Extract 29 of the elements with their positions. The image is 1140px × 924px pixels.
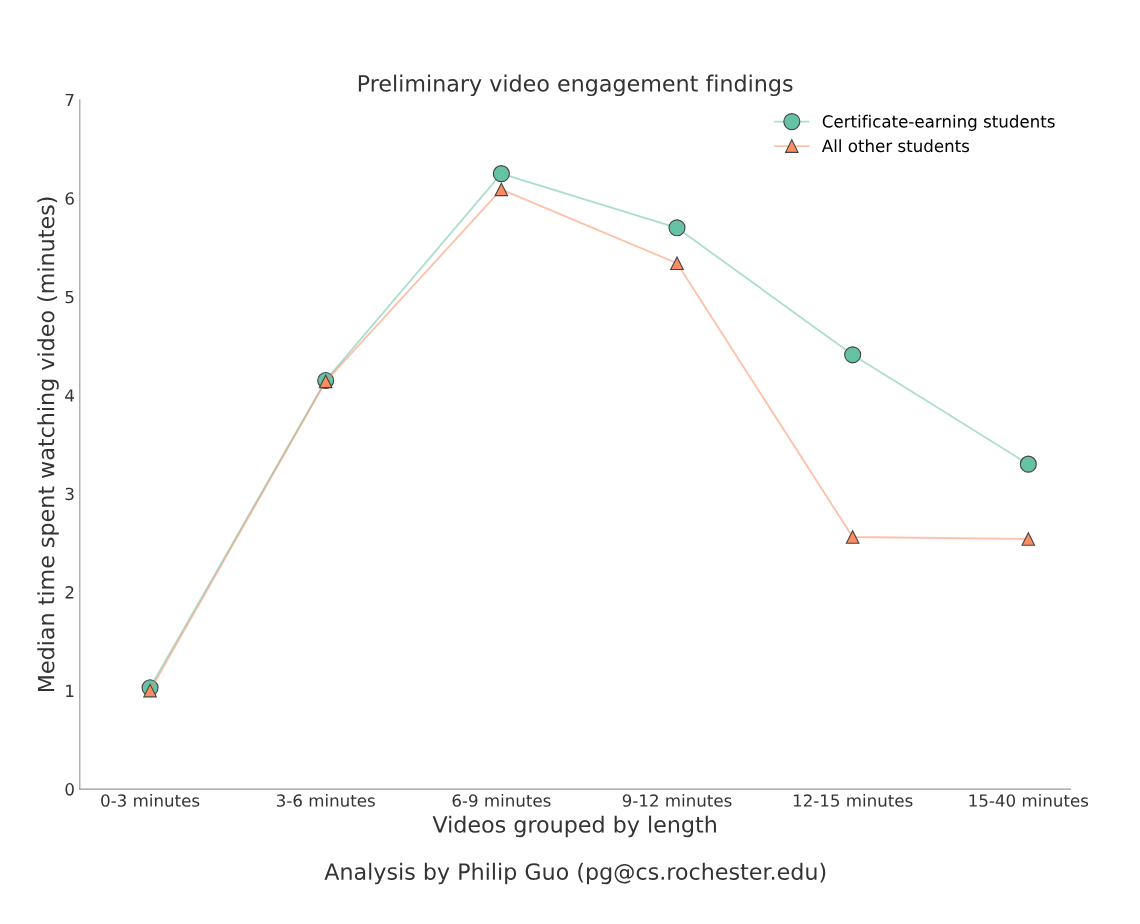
y-tick-label: 6	[65, 192, 74, 205]
x-axis-title: Videos grouped by length	[432, 815, 716, 838]
legend-label: All other students	[821, 139, 970, 153]
legend-label: Certificate-earning students	[822, 114, 1055, 131]
point	[844, 346, 862, 364]
y-tick-label: 0	[65, 783, 74, 796]
chart-title: Preliminary video engagement findings	[358, 74, 793, 97]
x-tick-label: 9-12 minutes	[622, 793, 732, 807]
y-tick-label: 2	[65, 586, 74, 599]
x-tick-label: 6-9 minutes	[452, 793, 551, 807]
y-tick-label: 3	[65, 487, 74, 501]
text: Analysis by Philip Guo (pg@cs.rochester.edu)	[324, 862, 826, 885]
y-tick-label: 4	[65, 389, 74, 402]
point	[494, 182, 509, 197]
x-tick-label: 3-6 minutes	[276, 793, 375, 807]
point	[668, 219, 686, 237]
point	[143, 683, 157, 698]
y-tick-label: 1	[66, 684, 74, 697]
point	[845, 530, 860, 544]
point	[1021, 532, 1036, 546]
point	[670, 256, 684, 271]
y-tick-label: 5	[65, 290, 74, 304]
y-tick-label: 7	[65, 93, 74, 107]
y-axis-title: Median time spent watching video (minutes)	[37, 197, 59, 692]
point	[492, 165, 510, 183]
x-tick-label: 0-3 minutes	[101, 793, 200, 807]
x-tick-label: 15-40 minutes	[969, 793, 1089, 807]
x-tick-label: 12-15 minutes	[793, 793, 913, 807]
point	[1019, 455, 1037, 473]
